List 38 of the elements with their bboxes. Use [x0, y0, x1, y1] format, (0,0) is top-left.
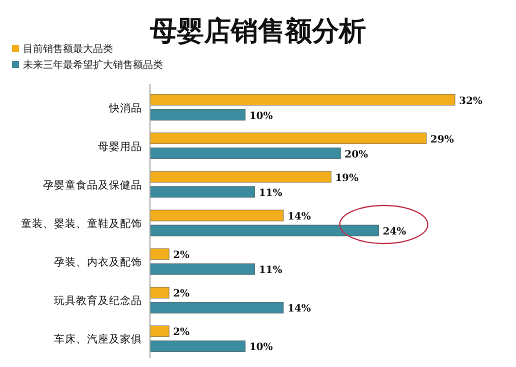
y-tick-label: 童装、婴装、童鞋及配饰: [21, 217, 142, 230]
y-tick-label: 车床、汽座及家俱: [54, 332, 142, 346]
data-label: 32%: [459, 96, 483, 107]
data-label: 14%: [287, 304, 312, 315]
bar: [150, 186, 256, 198]
y-tick-label: 母婴用品: [98, 140, 142, 153]
data-label: 20%: [344, 149, 369, 160]
bar: [150, 132, 427, 144]
legend-label: 目前销售额最大品类: [23, 43, 113, 55]
data-label: 2%: [173, 250, 190, 262]
bar: [150, 171, 332, 183]
bar: [150, 224, 379, 236]
y-tick-label: 快消品: [108, 101, 142, 114]
bar: [150, 302, 284, 314]
data-label: 2%: [173, 327, 190, 338]
data-label: 19%: [335, 172, 360, 184]
chart-title: 母婴店销售额分析: [149, 16, 366, 47]
data-label: 2%: [173, 288, 190, 300]
bar: [150, 210, 284, 222]
bar: [150, 326, 170, 337]
data-label: 10%: [249, 342, 274, 354]
data-label: 24%: [382, 226, 407, 238]
data-label: 14%: [287, 212, 312, 222]
y-tick-label: 孕装、内衣及配饰: [54, 256, 142, 269]
bar: [150, 263, 256, 275]
data-label: 11%: [258, 265, 283, 276]
bar: [150, 286, 170, 298]
y-tick-label: 孕婴童食品及保健品: [43, 178, 142, 192]
data-label: 10%: [249, 110, 274, 122]
bar: [150, 340, 246, 352]
bar: [150, 248, 170, 260]
y-tick-label: 玩具教育及纪念品: [54, 294, 142, 308]
bar: [150, 109, 246, 120]
legend-label: 未来三年最希望扩大销售额品类: [23, 59, 163, 71]
bar: [150, 148, 341, 160]
bar: [150, 94, 456, 106]
data-label: 11%: [258, 188, 283, 199]
data-label: 29%: [430, 134, 454, 146]
